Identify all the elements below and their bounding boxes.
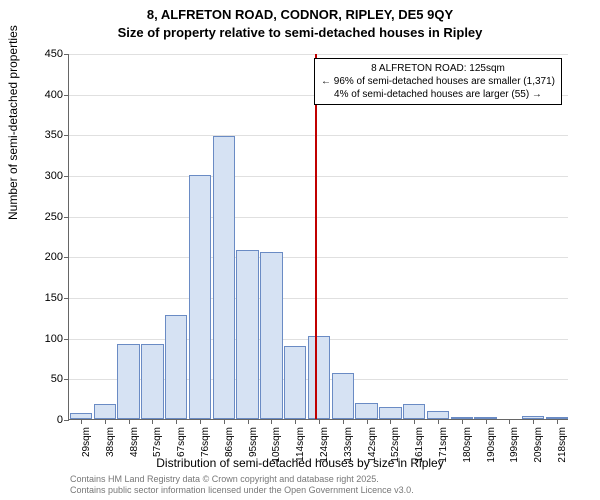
histogram-bar [260, 252, 282, 419]
xtick-mark [319, 419, 320, 424]
gridline [69, 217, 568, 218]
annotation-right: 4% of semi-detached houses are larger (5… [321, 88, 555, 101]
chart-plot-area: 05010015020025030035040045029sqm38sqm48s… [68, 54, 568, 420]
gridline [69, 135, 568, 136]
xtick-mark [486, 419, 487, 424]
annotation-box: 8 ALFRETON ROAD: 125sqm← 96% of semi-det… [314, 58, 562, 105]
footer-line1: Contains HM Land Registry data © Crown c… [70, 474, 414, 485]
histogram-bar [117, 344, 139, 419]
ytick-label: 350 [29, 129, 63, 141]
xtick-mark [200, 419, 201, 424]
annotation-title: 8 ALFRETON ROAD: 125sqm [321, 62, 555, 75]
xtick-mark [557, 419, 558, 424]
ytick-label: 250 [29, 211, 63, 223]
xtick-mark [367, 419, 368, 424]
xtick-mark [438, 419, 439, 424]
ytick-mark [64, 379, 69, 380]
annotation-left: ← 96% of semi-detached houses are smalle… [321, 75, 555, 88]
xtick-mark [509, 419, 510, 424]
xtick-mark [271, 419, 272, 424]
histogram-bar [94, 404, 116, 419]
xtick-mark [462, 419, 463, 424]
footer-line2: Contains public sector information licen… [70, 485, 414, 496]
xtick-mark [176, 419, 177, 424]
xtick-mark [81, 419, 82, 424]
title-line1: 8, ALFRETON ROAD, CODNOR, RIPLEY, DE5 9Q… [0, 6, 600, 24]
histogram-bar [189, 175, 211, 419]
attribution-footer: Contains HM Land Registry data © Crown c… [70, 474, 414, 497]
gridline [69, 54, 568, 55]
ytick-mark [64, 298, 69, 299]
ytick-label: 50 [29, 373, 63, 385]
gridline [69, 176, 568, 177]
xtick-mark [152, 419, 153, 424]
histogram-bar [213, 136, 235, 419]
gridline [69, 298, 568, 299]
ytick-mark [64, 176, 69, 177]
x-axis-label: Distribution of semi-detached houses by … [0, 456, 600, 470]
y-axis-label: Number of semi-detached properties [6, 25, 20, 220]
ytick-label: 200 [29, 251, 63, 263]
reference-line [315, 54, 317, 419]
ytick-mark [64, 420, 69, 421]
xtick-mark [343, 419, 344, 424]
histogram-bar [427, 411, 449, 419]
histogram-bar [332, 373, 354, 419]
ytick-label: 150 [29, 292, 63, 304]
histogram-bar [403, 404, 425, 419]
ytick-mark [64, 135, 69, 136]
ytick-label: 0 [29, 414, 63, 426]
ytick-mark [64, 95, 69, 96]
title-line2: Size of property relative to semi-detach… [0, 24, 600, 42]
xtick-mark [533, 419, 534, 424]
ytick-mark [64, 339, 69, 340]
xtick-mark [248, 419, 249, 424]
ytick-label: 450 [29, 48, 63, 60]
xtick-mark [295, 419, 296, 424]
ytick-label: 400 [29, 89, 63, 101]
ytick-mark [64, 54, 69, 55]
xtick-mark [129, 419, 130, 424]
histogram-bar [236, 250, 258, 419]
ytick-mark [64, 257, 69, 258]
xtick-mark [105, 419, 106, 424]
gridline [69, 257, 568, 258]
xtick-mark [390, 419, 391, 424]
histogram-bar [379, 407, 401, 419]
xtick-mark [224, 419, 225, 424]
histogram-bar [165, 315, 187, 419]
ytick-label: 100 [29, 333, 63, 345]
xtick-mark [414, 419, 415, 424]
histogram-bar [308, 336, 330, 419]
ytick-mark [64, 217, 69, 218]
histogram-bar [141, 344, 163, 419]
histogram-bar [355, 403, 377, 419]
ytick-label: 300 [29, 170, 63, 182]
histogram-bar [284, 346, 306, 419]
chart-title: 8, ALFRETON ROAD, CODNOR, RIPLEY, DE5 9Q… [0, 0, 600, 41]
